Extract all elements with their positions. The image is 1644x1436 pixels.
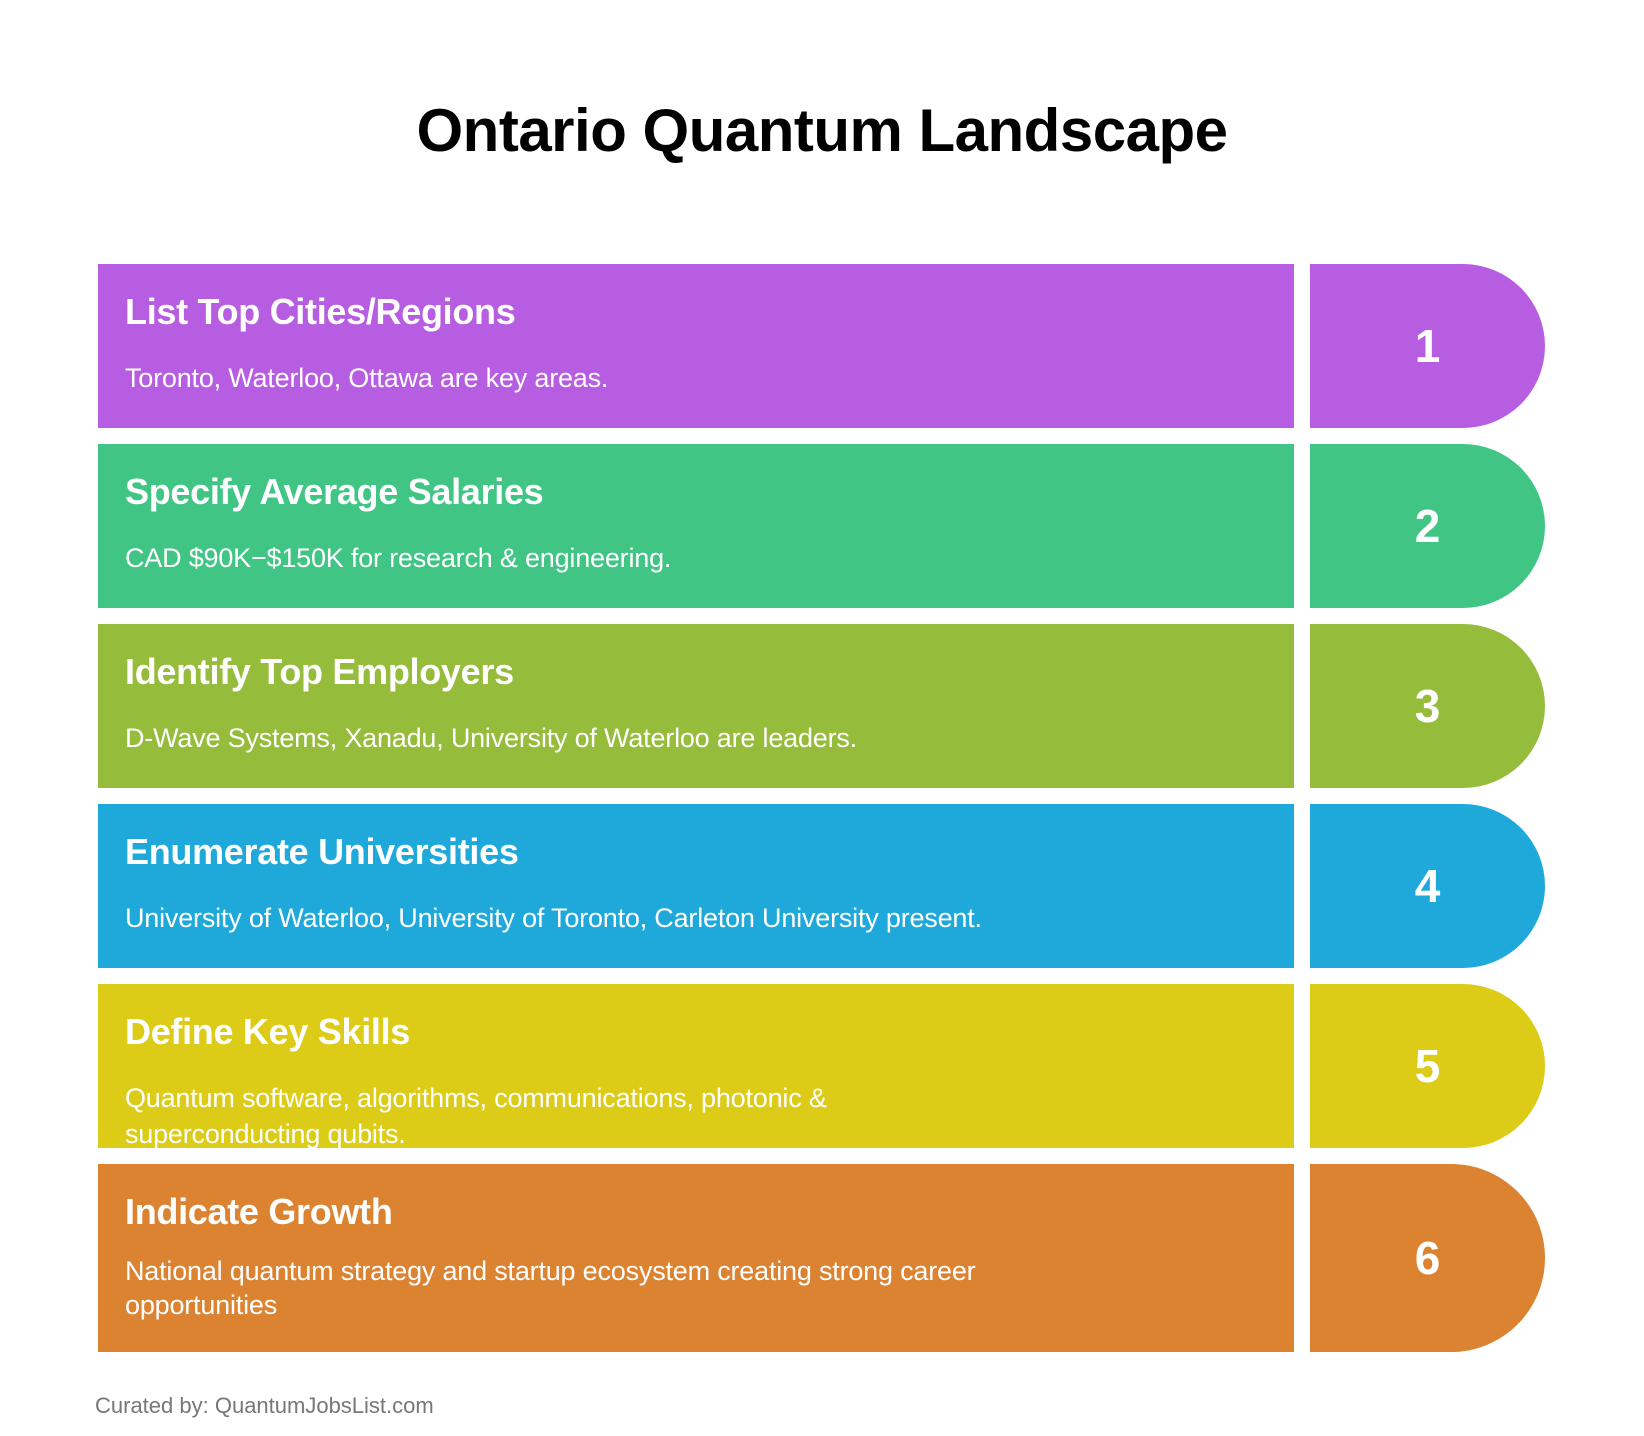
step-content-box: Enumerate Universities University of Wat… <box>98 804 1294 968</box>
page-title: Ontario Quantum Landscape <box>416 97 1228 164</box>
step-description: Toronto, Waterloo, Ottawa are key areas. <box>125 363 609 393</box>
step-number-badge: 4 <box>1310 804 1545 968</box>
steps-list: List Top Cities/Regions Toronto, Waterlo… <box>98 264 1546 1368</box>
step-row-1: List Top Cities/Regions Toronto, Waterlo… <box>98 264 1546 428</box>
step-number-badge: 1 <box>1310 264 1545 428</box>
step-title: Identify Top Employers <box>125 651 514 692</box>
step-number-badge: 3 <box>1310 624 1545 788</box>
step-row-5: Define Key Skills Quantum software, algo… <box>98 984 1546 1149</box>
step-title: List Top Cities/Regions <box>125 291 516 332</box>
step-number-badge: 2 <box>1310 444 1545 608</box>
step-number-badge: 6 <box>1310 1164 1545 1352</box>
step-row-2: Specify Average Salaries CAD $90K−$150K … <box>98 444 1546 608</box>
step-content-box: Specify Average Salaries CAD $90K−$150K … <box>98 444 1294 608</box>
step-title: Enumerate Universities <box>125 831 519 872</box>
step-content-box: Indicate Growth National quantum strateg… <box>98 1164 1294 1352</box>
step-description: National quantum strategy and startup ec… <box>125 1256 976 1320</box>
step-title: Specify Average Salaries <box>125 471 544 512</box>
step-row-6: Indicate Growth National quantum strateg… <box>98 1164 1546 1352</box>
step-title: Indicate Growth <box>125 1191 393 1232</box>
step-description: Quantum software, algorithms, communicat… <box>125 1083 827 1149</box>
step-content-box: List Top Cities/Regions Toronto, Waterlo… <box>98 264 1294 428</box>
step-number-badge: 5 <box>1310 984 1545 1148</box>
curator-credit: Curated by: QuantumJobsList.com <box>95 1393 434 1418</box>
step-description: University of Waterloo, University of To… <box>125 903 982 933</box>
step-title: Define Key Skills <box>125 1011 411 1052</box>
step-content-box: Identify Top Employers D-Wave Systems, X… <box>98 624 1294 788</box>
step-row-4: Enumerate Universities University of Wat… <box>98 804 1546 968</box>
step-description: CAD $90K−$150K for research & engineerin… <box>125 543 672 573</box>
step-description: D-Wave Systems, Xanadu, University of Wa… <box>125 723 857 753</box>
step-row-3: Identify Top Employers D-Wave Systems, X… <box>98 624 1546 788</box>
step-content-box: Define Key Skills Quantum software, algo… <box>98 984 1294 1149</box>
